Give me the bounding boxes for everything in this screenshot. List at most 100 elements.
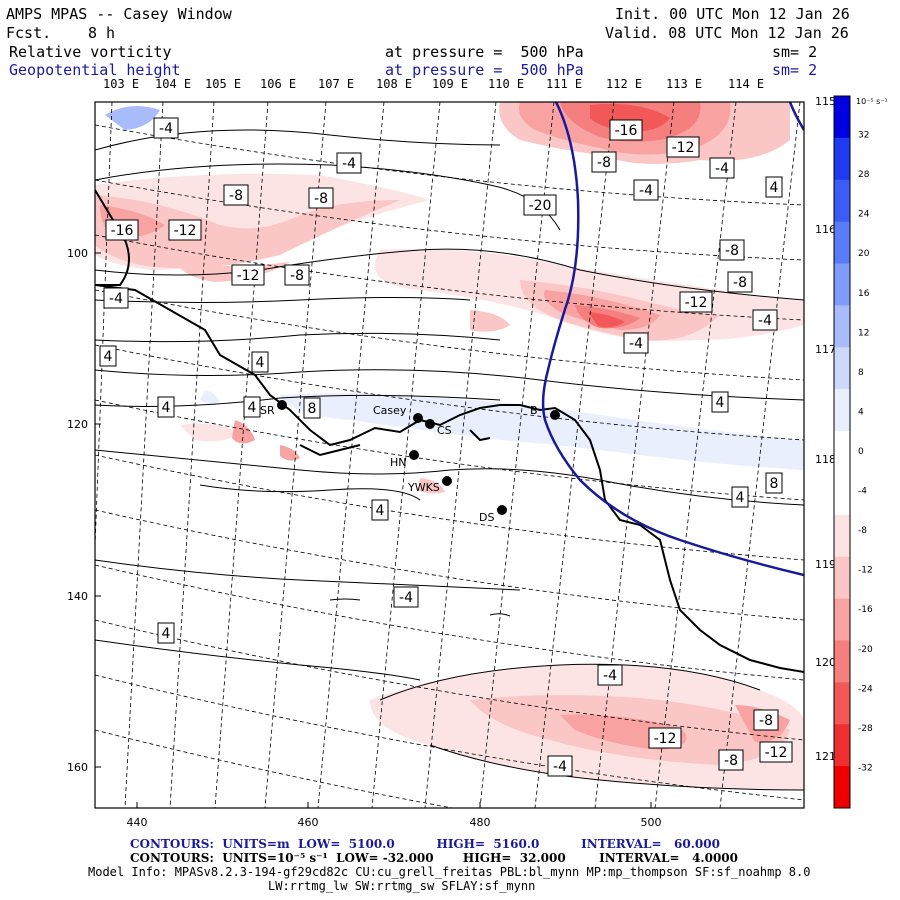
contour-label-box bbox=[609, 119, 643, 141]
contour-label-box bbox=[623, 332, 649, 354]
x-tick-label: 480 bbox=[470, 816, 491, 829]
contour-label: 4 bbox=[104, 349, 113, 365]
colorbar-swatch bbox=[834, 305, 850, 348]
parallel-line bbox=[95, 674, 804, 801]
colorbar-level: -20 bbox=[858, 645, 873, 655]
meridian-line bbox=[371, 102, 441, 808]
contour-label: 4 bbox=[256, 355, 265, 371]
colorbar-level: 16 bbox=[858, 289, 870, 299]
contour-label-box bbox=[251, 351, 269, 373]
contour-label-box bbox=[231, 264, 265, 286]
lon-label-top: 106 E bbox=[260, 77, 297, 91]
colorbar-swatch bbox=[834, 472, 850, 516]
colorbar-swatch bbox=[834, 682, 850, 725]
contour-label: -4 bbox=[159, 121, 173, 137]
contour-label-box bbox=[591, 151, 617, 173]
parallel-line bbox=[95, 619, 804, 741]
station-label: CS bbox=[437, 424, 452, 437]
contour-label-box bbox=[597, 664, 623, 686]
contour-label: -20 bbox=[529, 198, 552, 214]
contour-label: 4 bbox=[162, 400, 171, 416]
colorbar-level: 32 bbox=[858, 131, 869, 141]
contour-label-box bbox=[765, 472, 783, 494]
station-marker bbox=[550, 410, 560, 420]
station-label: HN bbox=[390, 456, 407, 469]
contour-label-box bbox=[679, 291, 713, 313]
contour-label: 4 bbox=[770, 180, 779, 196]
contour-label: -8 bbox=[290, 268, 304, 284]
lon-label-top: 113 E bbox=[666, 77, 703, 91]
contour-label-box bbox=[711, 391, 729, 413]
contour-label: -4 bbox=[715, 161, 729, 177]
contour-label: 4 bbox=[736, 490, 745, 506]
parallel-line bbox=[95, 454, 804, 561]
contour-label-box bbox=[648, 727, 682, 749]
colorbar-level: -12 bbox=[858, 566, 873, 576]
contour-label-box bbox=[168, 219, 202, 241]
contour-label-box bbox=[371, 499, 389, 521]
contour-label: -4 bbox=[603, 668, 617, 684]
model-info-line2: LW:rrtmg_lw SW:rrtmg_sw SFLAY:sf_mynn bbox=[268, 879, 536, 893]
contour-label-box bbox=[243, 396, 261, 418]
contour-label-box bbox=[223, 184, 249, 206]
colorbar-level: 8 bbox=[858, 368, 864, 378]
contour-label-box bbox=[718, 749, 744, 771]
model-info: Model Info: MPASv8.2.3-194-gf29cd82c CU:… bbox=[88, 865, 811, 879]
field1-smoothing: sm= 2 bbox=[772, 43, 818, 61]
lon-label-top: 111 E bbox=[546, 77, 583, 91]
lon-label-top: 103 E bbox=[103, 77, 140, 91]
contour-label: -12 bbox=[654, 731, 677, 747]
contour-label-box bbox=[753, 709, 779, 731]
colorbar-swatch bbox=[834, 263, 850, 306]
colorbar-swatch bbox=[834, 766, 850, 809]
x-tick-label: 460 bbox=[298, 816, 319, 829]
contour-label: -8 bbox=[229, 188, 243, 204]
contour-label: -16 bbox=[615, 123, 638, 139]
contour-label: -12 bbox=[672, 140, 695, 156]
station-marker bbox=[413, 413, 423, 423]
geopotential-contours bbox=[541, 102, 804, 577]
station-marker bbox=[497, 505, 507, 515]
lon-label-top: 110 E bbox=[488, 77, 525, 91]
y-tick-label: 160 bbox=[67, 761, 88, 774]
colorbar-level: 28 bbox=[858, 170, 870, 180]
parallel-line bbox=[95, 179, 804, 261]
graticule bbox=[95, 102, 804, 808]
colorbar-level: -4 bbox=[858, 487, 867, 497]
field2-name: Geopotential height bbox=[9, 61, 181, 79]
contour-label: -12 bbox=[237, 268, 260, 284]
contour-label: 8 bbox=[770, 476, 779, 492]
meridian-line bbox=[264, 102, 327, 808]
contour-label: -4 bbox=[629, 336, 643, 352]
contour-label: -4 bbox=[553, 759, 567, 775]
meridian-line bbox=[317, 102, 385, 808]
colorbar-level: 4 bbox=[858, 407, 864, 417]
colorbar-swatch bbox=[834, 598, 850, 641]
contour-label-box bbox=[547, 755, 573, 777]
plot-title: AMPS MPAS -- Casey Window bbox=[6, 5, 232, 23]
contour-label-box bbox=[393, 586, 419, 608]
height-contour-info: CONTOURS: UNITS=m LOW= 5100.0 HIGH= 5160… bbox=[130, 837, 720, 851]
colorbar-level: 20 bbox=[858, 249, 870, 259]
parallel-line bbox=[95, 509, 804, 621]
field1-level: at pressure = 500 hPa bbox=[385, 43, 584, 61]
contour-label: 4 bbox=[376, 503, 385, 519]
y-tick-label: 100 bbox=[67, 247, 88, 260]
meridian-line bbox=[95, 102, 113, 557]
contour-label-box bbox=[523, 194, 557, 216]
x-tick-label: 500 bbox=[641, 816, 662, 829]
contour-label: -8 bbox=[759, 713, 773, 729]
contour-label: 8 bbox=[308, 401, 317, 417]
colorbar-swatch bbox=[834, 514, 850, 558]
contour-label-box bbox=[727, 271, 753, 293]
station-label: B bbox=[530, 404, 538, 417]
contour-label: -4 bbox=[342, 156, 356, 172]
station-marker bbox=[425, 419, 435, 429]
meridian-line bbox=[479, 102, 555, 808]
contour-label: 4 bbox=[162, 626, 171, 642]
contour-label-box bbox=[303, 397, 321, 419]
parallel-line bbox=[95, 564, 804, 681]
colorbar-swatch bbox=[834, 347, 850, 390]
